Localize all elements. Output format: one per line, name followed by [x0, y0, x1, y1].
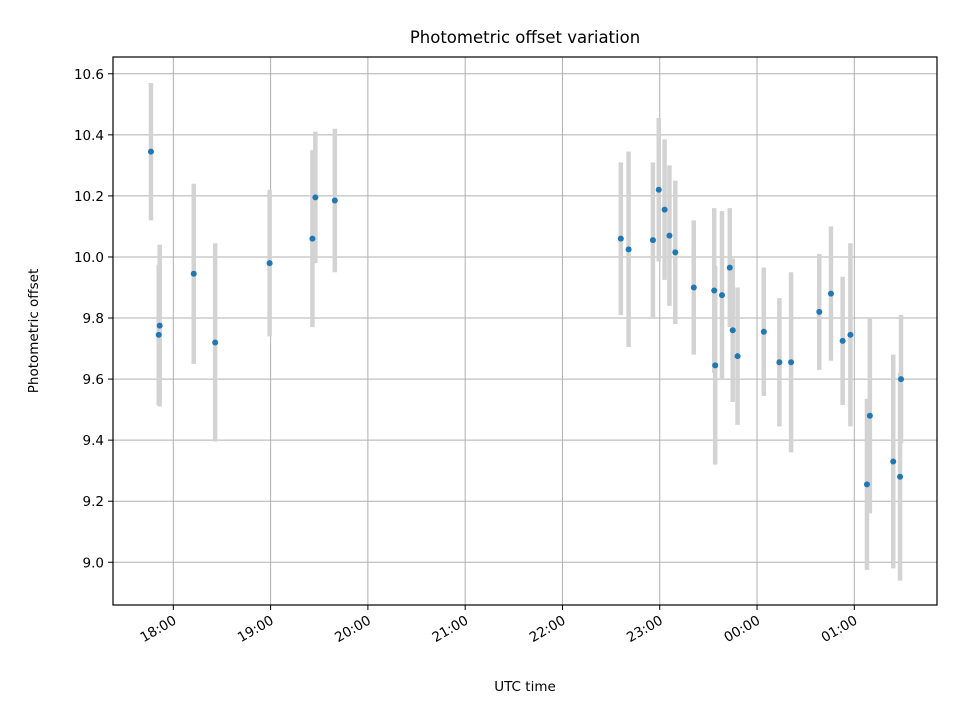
data-point — [655, 186, 662, 193]
y-tick-label: 10.4 — [74, 128, 104, 144]
y-tick-label: 10.0 — [74, 250, 104, 266]
y-tick-label: 9.2 — [83, 494, 104, 510]
data-point — [312, 194, 319, 201]
y-tick-label: 9.6 — [83, 372, 104, 388]
data-point — [788, 359, 795, 366]
data-point — [734, 353, 741, 360]
data-point — [672, 249, 679, 256]
data-point — [155, 331, 162, 338]
data-points — [147, 148, 905, 488]
data-point — [827, 290, 834, 297]
data-point — [666, 232, 673, 239]
y-tick-label: 9.8 — [83, 311, 104, 327]
data-point — [897, 473, 904, 480]
x-axis-label: UTC time — [494, 679, 556, 695]
chart-title: Photometric offset variation — [410, 28, 640, 47]
data-point — [147, 148, 154, 155]
data-point — [711, 287, 718, 294]
data-point — [625, 246, 632, 253]
y-axis-ticks: 9.0 9.2 9.4 9.6 9.8 10.0 10.2 10.4 10.6 — [74, 67, 113, 571]
data-point — [156, 322, 163, 329]
data-point — [712, 362, 719, 369]
data-point — [726, 264, 733, 271]
data-point — [890, 458, 897, 465]
data-point — [816, 308, 823, 315]
data-point — [719, 292, 726, 299]
data-point — [898, 376, 905, 383]
data-point — [661, 206, 668, 213]
data-point — [649, 237, 656, 244]
data-point — [266, 260, 273, 267]
plot-frame — [112, 56, 938, 606]
data-point — [760, 328, 767, 335]
y-tick-label: 10.6 — [74, 67, 104, 83]
data-point — [776, 359, 783, 366]
y-axis-label: Photometric offset — [26, 269, 42, 393]
y-tick-label: 9.0 — [83, 555, 104, 571]
data-point — [617, 235, 624, 242]
data-point — [190, 270, 197, 277]
data-point — [847, 331, 854, 338]
y-tick-label: 10.2 — [74, 189, 104, 205]
y-tick-label: 9.4 — [83, 433, 104, 449]
data-point — [690, 284, 697, 291]
data-point — [212, 339, 219, 346]
data-point — [331, 197, 338, 204]
data-point — [839, 337, 846, 344]
data-point — [309, 235, 316, 242]
data-point — [866, 412, 873, 419]
data-point — [729, 327, 736, 334]
data-point — [863, 481, 870, 488]
